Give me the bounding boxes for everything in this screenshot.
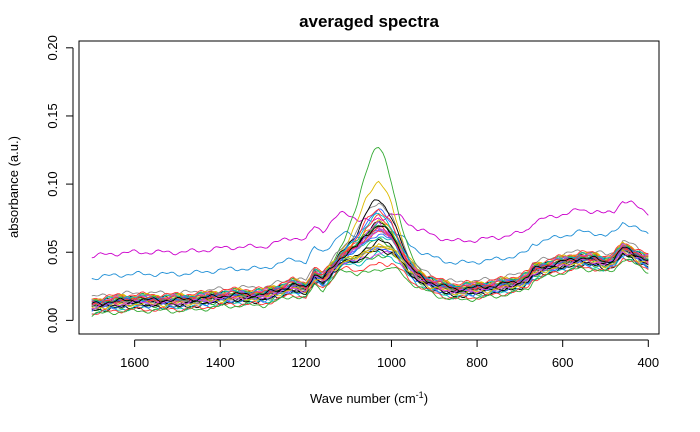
spectrum-line xyxy=(91,258,649,317)
x-axis-label: Wave number (cm-1) xyxy=(310,390,428,406)
y-axis: 0.00 0.05 0.10 0.15 0.20 xyxy=(45,35,74,333)
y-tick-label: 0.20 xyxy=(45,35,60,60)
x-axis-label-text: Wave number (cm xyxy=(310,391,416,406)
spectrum-line xyxy=(91,202,649,298)
spectrum-line xyxy=(91,208,649,304)
spectrum-line xyxy=(91,258,649,315)
spectrum-line xyxy=(91,200,649,259)
y-axis-label: absorbance (a.u.) xyxy=(6,136,21,238)
x-tick-label: 1000 xyxy=(377,355,406,370)
series-layer xyxy=(91,147,649,317)
spectrum-line xyxy=(91,180,649,303)
y-tick-label: 0.10 xyxy=(45,171,60,196)
x-tick-label: 1600 xyxy=(120,355,149,370)
y-tick-label: 0.05 xyxy=(45,240,60,265)
x-tick-label: 1200 xyxy=(291,355,320,370)
spectrum-line xyxy=(91,247,649,312)
x-tick-label: 600 xyxy=(552,355,574,370)
x-axis-label-superscript: -1 xyxy=(416,390,424,400)
x-axis: 1600 1400 1200 1000 800 600 400 xyxy=(120,339,659,370)
plot-frame xyxy=(78,40,660,335)
spectrum-line xyxy=(91,224,649,304)
x-tick-label: 800 xyxy=(466,355,488,370)
x-axis-label-suffix: ) xyxy=(424,391,428,406)
x-tick-label: 400 xyxy=(637,355,659,370)
chart-title: averaged spectra xyxy=(299,12,439,31)
y-tick-label: 0.00 xyxy=(45,308,60,333)
y-tick-label: 0.15 xyxy=(45,103,60,128)
spectrum-line xyxy=(91,221,649,310)
spectrum-line xyxy=(91,225,649,306)
x-tick-label: 1400 xyxy=(206,355,235,370)
spectrum-line xyxy=(91,249,649,307)
